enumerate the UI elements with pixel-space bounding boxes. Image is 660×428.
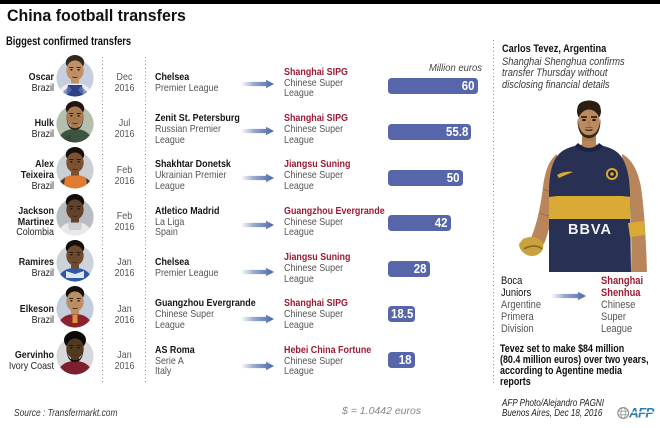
svg-text:AFP: AFP [628, 406, 655, 421]
svg-text:BBVA: BBVA [568, 222, 612, 238]
